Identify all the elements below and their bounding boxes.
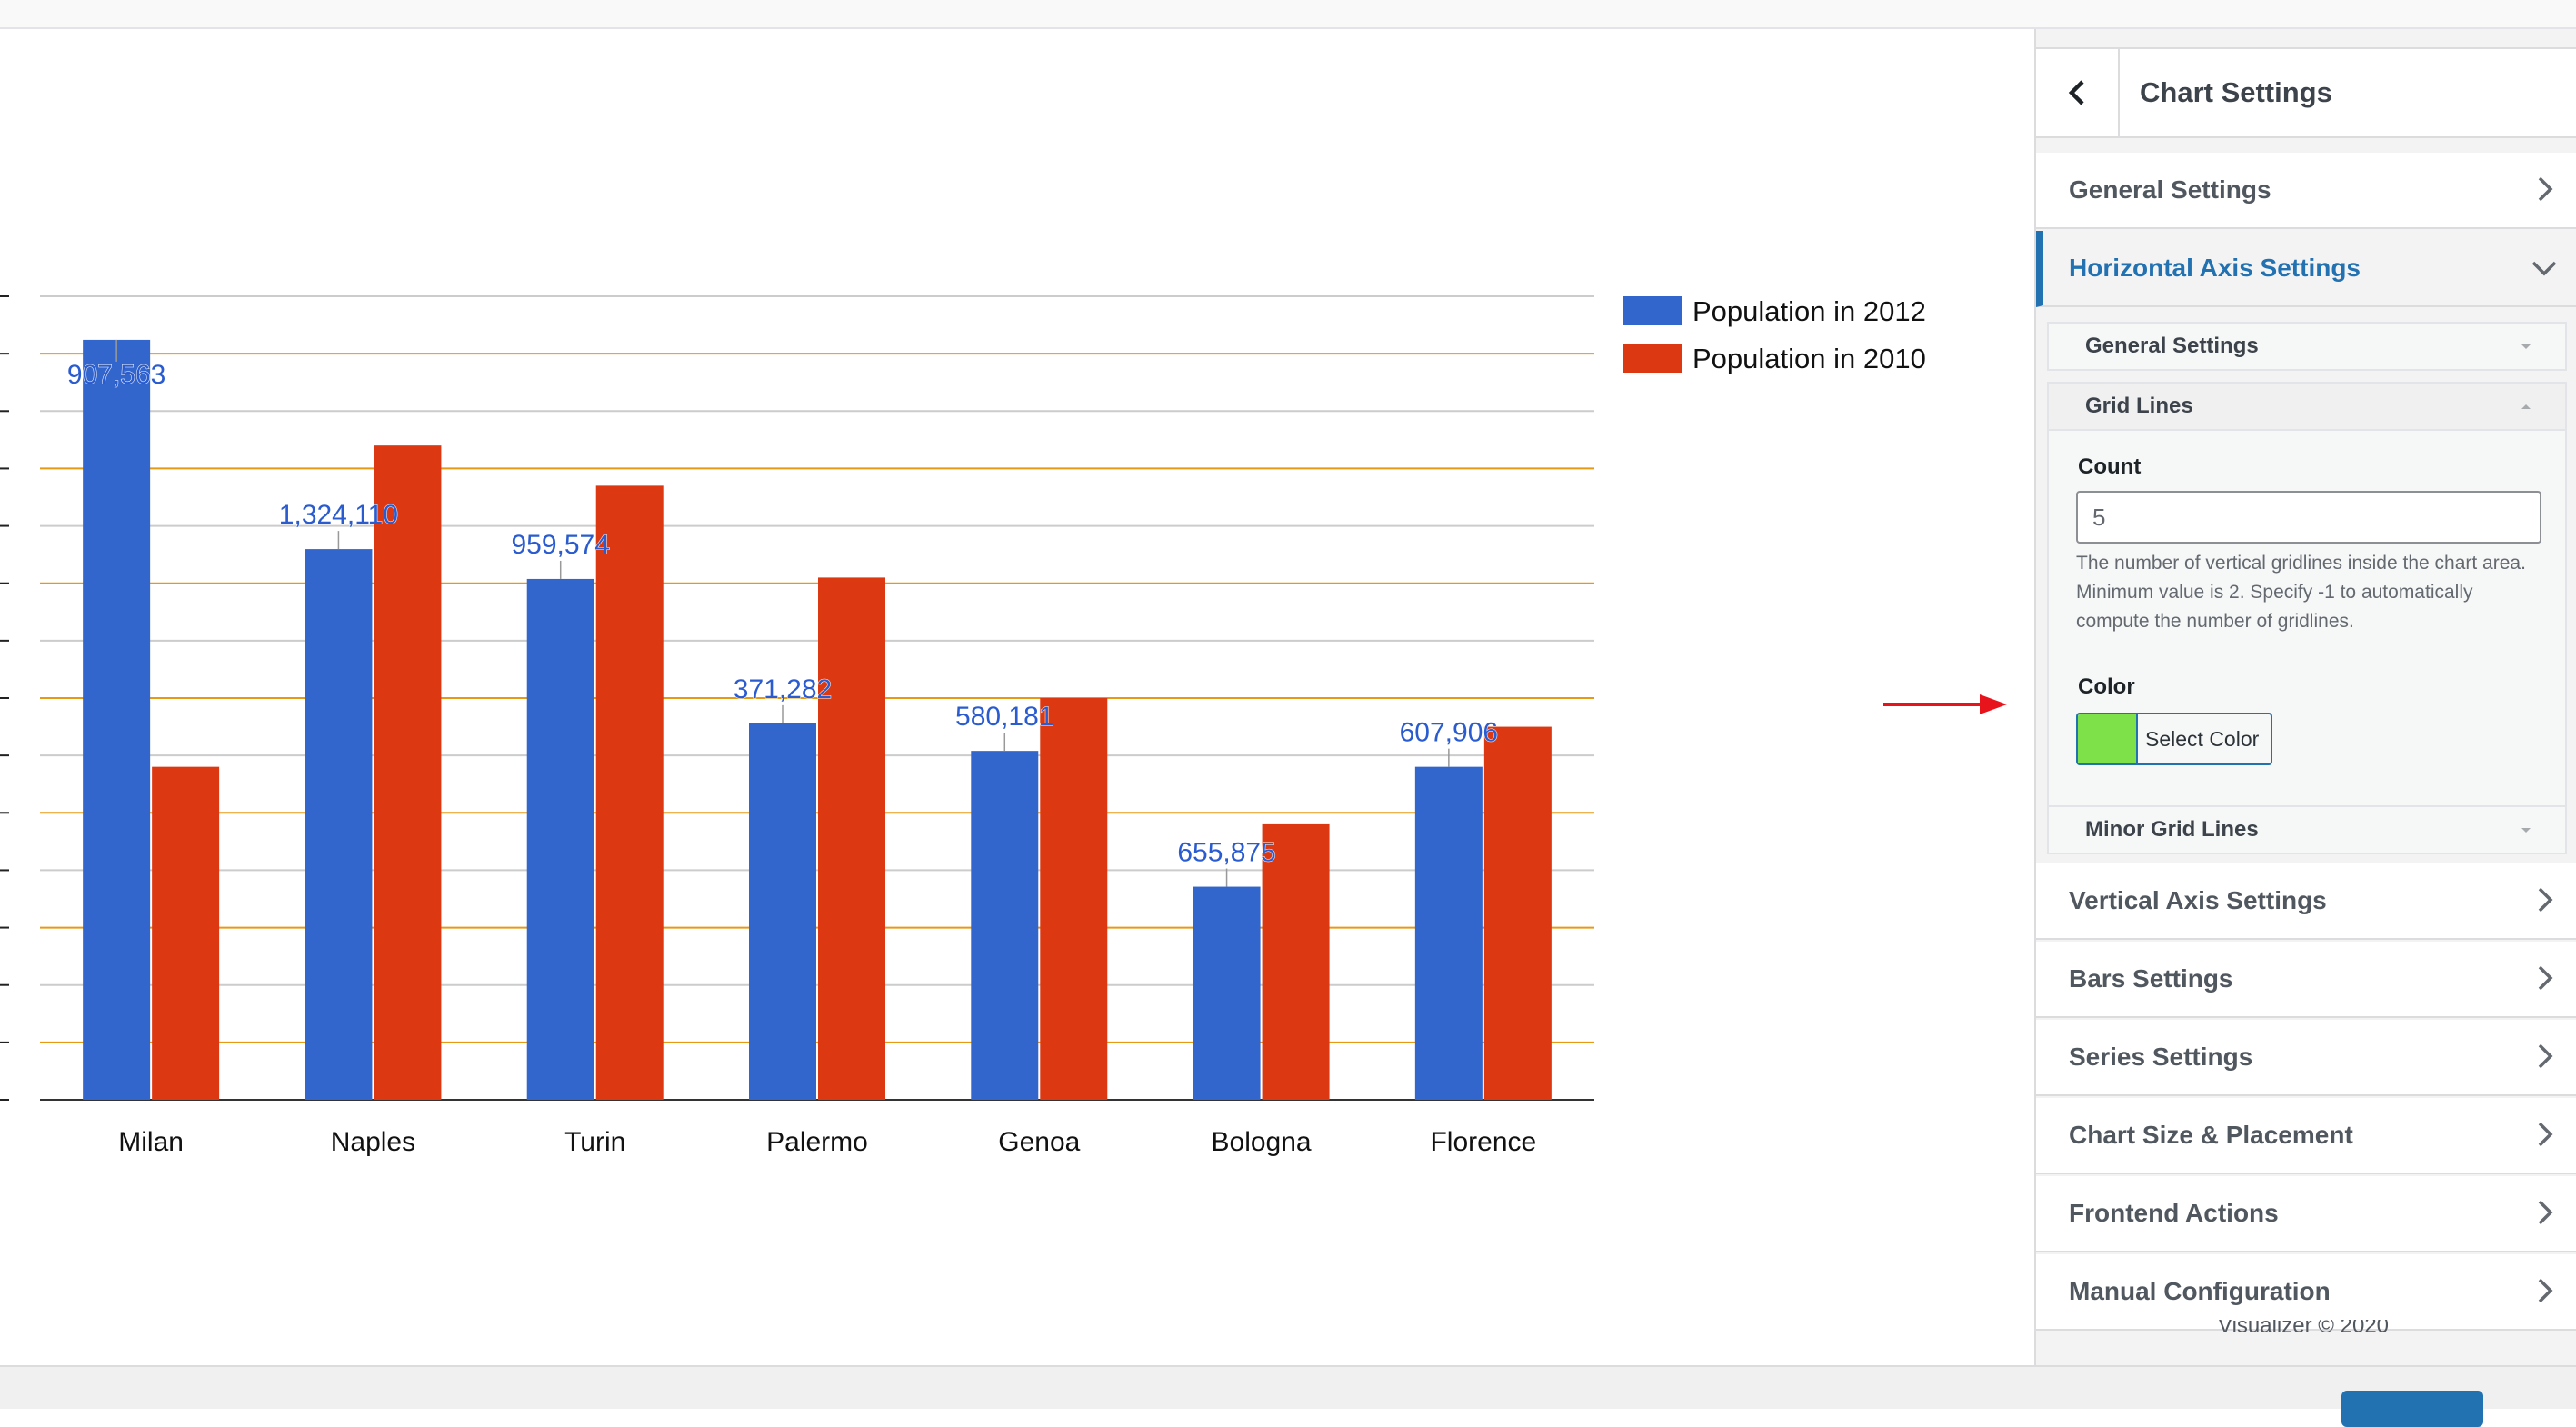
x-tick-label: Genoa	[998, 1127, 1080, 1157]
section-chart-size-placement[interactable]: Chart Size & Placement	[2036, 1098, 2576, 1174]
chevron-right-icon	[2538, 1200, 2553, 1225]
data-label: 580,181	[955, 702, 1053, 732]
count-input[interactable]: 5	[2076, 491, 2541, 544]
section-vertical-axis-settings[interactable]: Vertical Axis Settings	[2036, 863, 2576, 940]
chevron-right-icon	[2538, 887, 2553, 913]
select-color-button[interactable]: Select Color	[2076, 713, 2272, 765]
data-label: 371,282	[734, 674, 832, 704]
top-toolbar	[0, 0, 2576, 29]
bar-bologna-series-1[interactable]	[1193, 886, 1261, 1100]
section-label: Chart Size & Placement	[2069, 1121, 2353, 1149]
sidebar-title: Chart Settings	[2140, 76, 2332, 108]
sidebar-header: Chart Settings	[2036, 47, 2576, 138]
bar-naples-series-2[interactable]	[374, 445, 442, 1101]
section-general-settings[interactable]: General Settings	[2036, 153, 2576, 229]
data-label: 907,563	[67, 360, 165, 390]
select-color-label: Select Color	[2145, 727, 2260, 751]
chevron-right-icon	[2538, 176, 2553, 202]
primary-action-button[interactable]	[2341, 1391, 2483, 1427]
bar-chart: 907,563 1,324,110 959,574 371,282 580,181 655…	[0, 295, 1926, 1157]
chevron-right-icon	[2538, 1043, 2553, 1069]
data-label: 655,875	[1177, 838, 1275, 868]
data-label: 959,574	[511, 530, 609, 560]
subsection-grid-lines[interactable]: Grid Lines	[2047, 382, 2567, 431]
legend-label[interactable]: Population in 2012	[1692, 295, 1926, 327]
color-label: Color	[2078, 674, 2135, 699]
section-label: Vertical Axis Settings	[2069, 886, 2327, 914]
x-tick-label: Palermo	[766, 1127, 868, 1157]
bar-florence-series-1[interactable]	[1414, 766, 1483, 1100]
chevron-right-icon	[2538, 1122, 2553, 1147]
bar-milan-series-2[interactable]	[152, 766, 220, 1100]
section-label: Series Settings	[2069, 1043, 2253, 1071]
legend-swatch	[1623, 296, 1682, 325]
caret-down-icon	[2521, 344, 2531, 349]
chevron-right-icon	[2538, 1278, 2553, 1303]
data-label: 1,324,110	[279, 500, 398, 530]
footer-credit: Visualizer © 2020	[2218, 1320, 2390, 1334]
annotation-arrow	[1883, 694, 2007, 714]
chart-settings-sidebar: Chart Settings General Settings Horizont…	[2034, 29, 2576, 1365]
section-bars-settings[interactable]: Bars Settings	[2036, 942, 2576, 1018]
section-label: General Settings	[2069, 175, 2271, 204]
x-tick-label: Florence	[1430, 1127, 1536, 1157]
bar-turin-series-2[interactable]	[595, 485, 664, 1100]
section-horizontal-axis-settings[interactable]: Horizontal Axis Settings	[2036, 231, 2576, 307]
chevron-right-icon	[2538, 965, 2553, 991]
bar-palermo-series-1[interactable]	[749, 723, 816, 1100]
bar-genoa-series-1[interactable]	[971, 751, 1039, 1100]
x-tick-label: Milan	[118, 1127, 184, 1157]
x-tick-label: Naples	[331, 1127, 415, 1157]
bottom-bar	[0, 1365, 2576, 1409]
section-label: Frontend Actions	[2069, 1199, 2279, 1227]
subsection-label: Grid Lines	[2085, 394, 2193, 418]
section-manual-configuration[interactable]: Manual Configuration	[2036, 1254, 2576, 1331]
section-label: Horizontal Axis Settings	[2069, 254, 2361, 282]
legend-swatch	[1623, 344, 1682, 373]
legend-label[interactable]: Population in 2010	[1692, 343, 1926, 374]
bar-turin-series-1[interactable]	[526, 578, 594, 1100]
x-tick-label: Bologna	[1212, 1127, 1312, 1157]
bar-milan-series-1[interactable]	[83, 339, 151, 1100]
chevron-down-icon	[2531, 261, 2557, 276]
color-swatch	[2078, 714, 2138, 763]
chevron-left-icon	[2068, 80, 2084, 105]
subsection-general-settings[interactable]: General Settings	[2047, 322, 2567, 371]
subsection-minor-grid-lines[interactable]: Minor Grid Lines	[2047, 805, 2567, 854]
chart-area: 907,563 1,324,110 959,574 371,282 580,181 655…	[0, 29, 2034, 1365]
bar-florence-series-2[interactable]	[1483, 726, 1552, 1100]
caret-down-icon	[2521, 828, 2531, 833]
caret-up-icon	[2521, 404, 2531, 409]
bar-genoa-series-2[interactable]	[1040, 698, 1108, 1100]
section-label: Manual Configuration	[2069, 1277, 2331, 1305]
bar-palermo-series-2[interactable]	[818, 577, 885, 1100]
count-help-text: The number of vertical gridlines inside …	[2076, 553, 2526, 632]
count-label: Count	[2078, 454, 2142, 479]
section-frontend-actions[interactable]: Frontend Actions	[2036, 1176, 2576, 1252]
section-label: Bars Settings	[2069, 964, 2233, 993]
data-label: 607,906	[1400, 718, 1498, 748]
bar-naples-series-1[interactable]	[305, 549, 373, 1100]
bar-bologna-series-2[interactable]	[1262, 823, 1330, 1100]
grid-lines-panel: Count 5 The number of vertical gridlines…	[2047, 429, 2567, 829]
section-series-settings[interactable]: Series Settings	[2036, 1020, 2576, 1096]
back-button[interactable]	[2036, 49, 2120, 136]
subsection-label: General Settings	[2085, 334, 2259, 358]
subsection-label: Minor Grid Lines	[2085, 817, 2259, 842]
x-tick-label: Turin	[564, 1127, 625, 1157]
